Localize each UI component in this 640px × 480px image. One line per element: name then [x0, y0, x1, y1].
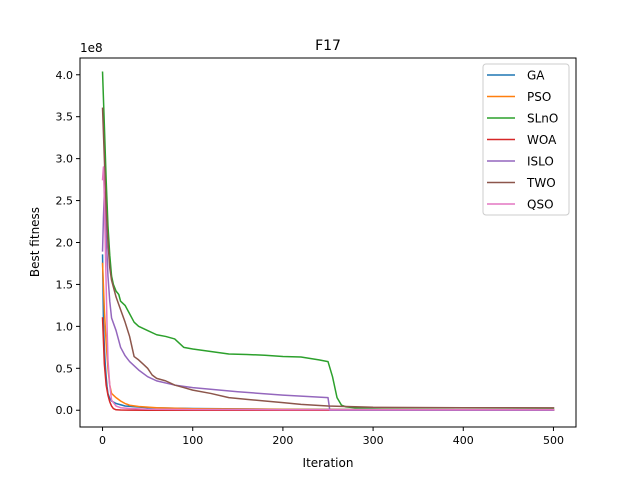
series-line-islo: [101, 191, 555, 411]
legend-label-slno: SLnO: [527, 112, 558, 126]
x-axis-ticks: 0 100 200 300 400 500: [99, 427, 564, 447]
y-axis-offset-label: 1e8: [80, 41, 103, 55]
series-line-two: [101, 107, 555, 409]
series-line-qso: [101, 166, 555, 411]
x-tick-label: 300: [363, 434, 384, 447]
legend: GA PSO SLnO WOA ISLO TWO QSO: [482, 63, 570, 216]
legend-box: [482, 63, 570, 216]
x-tick-label: 0: [99, 434, 106, 447]
legend-label-pso: PSO: [527, 90, 551, 104]
y-tick-label: 1.5: [56, 278, 74, 291]
y-tick-label: 3.5: [56, 111, 74, 124]
y-tick-label: 0.5: [56, 362, 74, 375]
y-tick-label: 4.0: [56, 69, 74, 82]
y-axis-ticks: 0.0 0.5 1.0 1.5 2.0 2.5 3.0 3.5 4.0: [56, 69, 80, 417]
legend-label-qso: QSO: [527, 198, 554, 212]
legend-label-two: TWO: [526, 176, 556, 190]
series-line-woa: [101, 317, 555, 411]
y-tick-label: 2.5: [56, 195, 74, 208]
series-layer: [101, 71, 555, 411]
y-tick-label: 1.0: [56, 320, 74, 333]
y-tick-label: 0.0: [56, 404, 74, 417]
legend-label-woa: WOA: [527, 133, 557, 147]
legend-label-ga: GA: [527, 69, 545, 83]
x-tick-label: 400: [453, 434, 474, 447]
legend-items: GA PSO SLnO WOA ISLO TWO QSO: [487, 69, 558, 212]
y-axis-label: Best fitness: [28, 207, 42, 277]
legend-label-islo: ISLO: [527, 155, 554, 169]
y-tick-label: 3.0: [56, 153, 74, 166]
x-axis-label: Iteration: [303, 456, 354, 470]
x-tick-label: 500: [543, 434, 564, 447]
x-tick-label: 100: [182, 434, 203, 447]
x-tick-label: 200: [272, 434, 293, 447]
chart-title: F17: [315, 38, 341, 54]
y-tick-label: 2.0: [56, 237, 74, 250]
